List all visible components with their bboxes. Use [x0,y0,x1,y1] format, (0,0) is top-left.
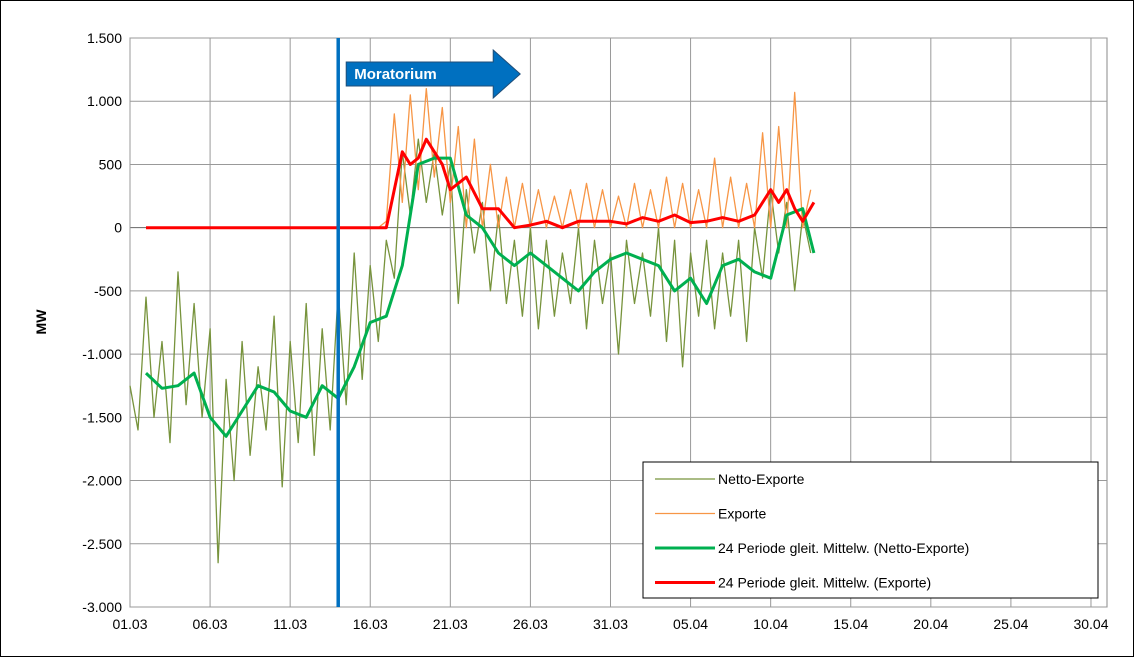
legend-label: Netto-Exporte [718,471,805,487]
x-tick-label: 21.03 [433,616,468,632]
y-tick-label: 1.500 [87,30,122,46]
y-axis-label: MW [33,309,49,335]
x-tick-label: 06.03 [193,616,228,632]
x-tick-label: 25.04 [993,616,1028,632]
legend-label: Exporte [718,506,766,522]
x-tick-label: 01.03 [112,616,147,632]
y-tick-label: 0 [114,220,122,236]
series-lines [129,87,816,564]
x-tick-label: 20.04 [913,616,948,632]
y-tick-label: -1.000 [82,346,122,362]
x-tick-label: 16.03 [353,616,388,632]
legend [642,461,1099,599]
x-tick-label: 11.03 [273,616,307,632]
y-tick-label: -1.500 [82,409,122,425]
legend-entries: Netto-Exporte Exporte 24 Periode gleit. Mi… [655,471,969,591]
series-line [144,156,816,438]
y-tick-label: -2.500 [82,536,122,552]
y-tick-label: -500 [94,283,122,299]
x-tick-label: 26.03 [513,616,548,632]
legend-label: 24 Periode gleit. Mittelw. (Netto-Export… [718,540,969,556]
x-tick-label: 31.03 [593,616,628,632]
y-tick-label: -3.000 [82,599,122,615]
grid: -3.000 -2.500 -2.000 -1.500 -1.000 -500 0 500 1.… [82,30,1108,632]
x-tick-label: 30.04 [1073,616,1108,632]
series-line [146,87,812,229]
series-line [146,137,816,230]
legend-label: 24 Periode gleit. Mittelw. (Exporte) [718,575,931,591]
x-tick-label: 05.04 [673,616,708,632]
series-line [129,138,812,564]
x-tick-label: 15.04 [833,616,868,632]
annotation: Moratorium [336,38,521,607]
y-tick-label: 1.000 [87,93,122,109]
y-tick-label: 500 [99,156,123,172]
x-tick-label: 10.04 [753,616,788,632]
annotation-arrow [345,48,521,100]
annotation-label: Moratorium [354,66,437,83]
y-tick-label: -2.000 [82,473,122,489]
